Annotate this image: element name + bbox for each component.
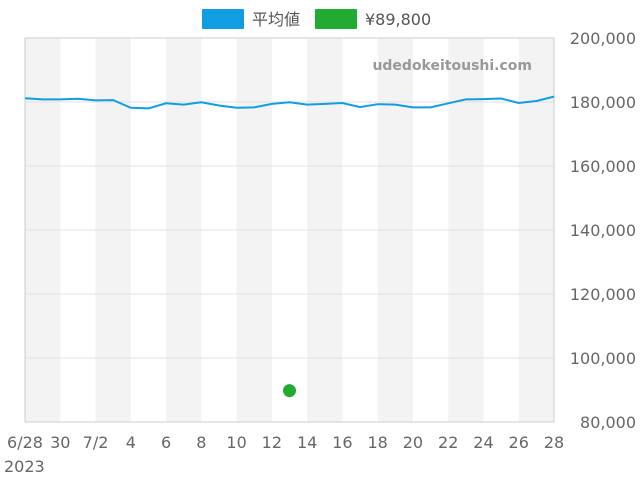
legend: 平均値 ¥89,800 bbox=[202, 9, 431, 29]
x-tick-label: 6 bbox=[161, 433, 171, 452]
x-tick-label: 22 bbox=[438, 433, 458, 452]
x-tick-label: 14 bbox=[297, 433, 317, 452]
x-year-label: 2023 bbox=[4, 457, 45, 476]
y-tick-label: 160,000 bbox=[570, 157, 636, 176]
x-tick-label: 7/2 bbox=[83, 433, 109, 452]
legend-swatch-price bbox=[315, 9, 357, 29]
y-tick-label: 180,000 bbox=[570, 93, 636, 112]
series-layer bbox=[24, 95, 555, 398]
series-line-average bbox=[24, 95, 555, 110]
y-tick-label: 140,000 bbox=[570, 221, 636, 240]
x-tick-label: 30 bbox=[50, 433, 70, 452]
y-tick-label: 200,000 bbox=[570, 29, 636, 48]
y-tick-label: 80,000 bbox=[580, 413, 636, 432]
x-tick-label: 24 bbox=[473, 433, 493, 452]
x-tick-label: 12 bbox=[262, 433, 282, 452]
x-tick-label: 4 bbox=[126, 433, 136, 452]
x-tick-label: 6/28 bbox=[7, 433, 43, 452]
legend-label-price: ¥89,800 bbox=[365, 10, 431, 29]
x-tick-label: 20 bbox=[403, 433, 423, 452]
x-tick-label: 26 bbox=[509, 433, 529, 452]
y-tick-label: 100,000 bbox=[570, 349, 636, 368]
legend-swatch-average bbox=[202, 9, 244, 29]
price-point bbox=[283, 384, 296, 398]
x-axis-labels: 6/28 30 7/2 4 6 8 10 12 14 16 18 20 22 2… bbox=[4, 433, 564, 476]
x-tick-label: 8 bbox=[196, 433, 206, 452]
x-tick-label: 10 bbox=[226, 433, 246, 452]
y-axis-labels: 200,000 180,000 160,000 140,000 120,000 … bbox=[570, 29, 636, 432]
plot-frame bbox=[24, 37, 555, 423]
watermark: udedokeitoushi.com bbox=[372, 58, 532, 74]
legend-label-average: 平均値 bbox=[252, 10, 300, 29]
x-tick-label: 18 bbox=[367, 433, 387, 452]
x-tick-label: 28 bbox=[544, 433, 564, 452]
y-tick-label: 120,000 bbox=[570, 285, 636, 304]
x-tick-label: 16 bbox=[332, 433, 352, 452]
